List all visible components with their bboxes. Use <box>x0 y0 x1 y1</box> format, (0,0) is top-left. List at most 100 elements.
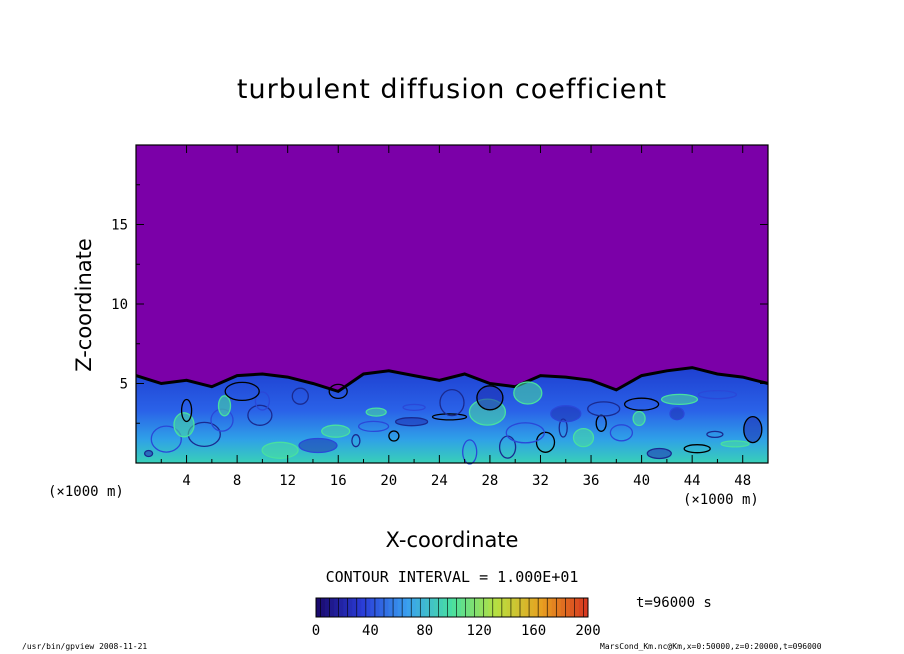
colorbar-band <box>379 598 385 617</box>
colorbar-band <box>442 598 448 617</box>
eddy-contour <box>720 440 750 448</box>
eddy-contour <box>439 388 465 417</box>
y-axis-ticks: 5 10 15 <box>111 184 768 424</box>
x-tick-label: 24 <box>431 473 448 489</box>
eddy-contour <box>328 383 348 400</box>
eddy-contours <box>143 381 763 465</box>
colorbar-band <box>506 598 512 617</box>
colorbar-band <box>560 598 566 617</box>
y-tick-label: 10 <box>111 297 128 313</box>
eddy-contour <box>254 391 271 411</box>
colorbar-band <box>334 598 340 617</box>
y-tick-label: 15 <box>111 218 128 234</box>
colorbar-band <box>497 598 503 617</box>
x-tick-label: 36 <box>583 473 600 489</box>
eddy-contour <box>180 398 193 423</box>
eddy-contour <box>646 447 672 460</box>
eddy-contour <box>261 441 299 459</box>
eddy-contour <box>623 397 660 411</box>
x-tick-label: 44 <box>684 473 701 489</box>
x-unit-label-left: (×1000 m) <box>48 484 124 500</box>
colorbar-band <box>370 598 376 617</box>
colorbar-band <box>388 598 394 617</box>
colorbar-band <box>320 598 326 617</box>
colorbar-band <box>565 598 571 617</box>
colorbar-band <box>542 598 548 617</box>
colorbar-band <box>483 598 489 617</box>
colorbar-band <box>474 598 480 617</box>
eddy-contour <box>224 381 260 402</box>
colorbar-band <box>556 598 562 617</box>
colorbar-band <box>374 598 380 617</box>
eddy-contour <box>291 387 309 405</box>
eddy-contour <box>632 410 646 427</box>
eddy-contour <box>476 385 504 411</box>
colorbar-band <box>329 598 335 617</box>
eddy-contour <box>587 401 621 417</box>
colorbar-band <box>492 598 498 617</box>
colorbar-frame <box>315 597 589 618</box>
eddy-contour <box>609 424 634 442</box>
x-tick-label: 28 <box>481 473 498 489</box>
contour-interval-text: CONTOUR INTERVAL = 1.000E+01 <box>325 568 579 586</box>
colorbar-band <box>415 598 421 617</box>
colorbar-band <box>452 598 457 617</box>
colorbar-band <box>515 598 521 617</box>
x-tick-label: 32 <box>532 473 549 489</box>
eddy-contour <box>660 393 699 406</box>
colorbar-band <box>547 598 553 617</box>
colorbar-band <box>533 598 539 617</box>
colorbar-tick-label: 160 <box>521 623 546 639</box>
colorbar-band <box>397 598 403 617</box>
colorbar-band <box>488 598 494 617</box>
eddy-contour <box>669 407 685 421</box>
colorbar-band <box>438 598 444 617</box>
x-tick-label: 8 <box>233 473 241 489</box>
colorbar-band <box>352 598 358 617</box>
x-tick-label: 16 <box>330 473 347 489</box>
colorbar-band <box>529 598 534 617</box>
colorbar-band <box>343 598 349 617</box>
eddy-contour <box>402 403 426 412</box>
eddy-contour <box>513 381 543 405</box>
eddy-contour <box>505 422 545 444</box>
eddy-contour <box>247 404 273 426</box>
colorbar-band <box>411 598 417 617</box>
colorbar-band <box>325 598 330 617</box>
colorbar-tick-label: 0 <box>312 623 320 639</box>
colorbar-tick-label: 200 <box>575 623 600 639</box>
x-tick-label: 48 <box>734 473 751 489</box>
colorbar-band <box>406 598 412 617</box>
colorbar-band <box>433 598 439 617</box>
footer-right-text: MarsCond_Km.nc@Km,x=0:50000,z=0:20000,t=… <box>600 642 822 651</box>
eddy-contour <box>298 437 338 454</box>
colorbar-band <box>420 598 426 617</box>
colorbar-band <box>470 598 476 617</box>
colorbar-band <box>384 598 389 617</box>
eddy-contour <box>535 431 556 453</box>
x-tick-label: 40 <box>633 473 650 489</box>
colorbar-band <box>456 598 462 617</box>
footer-left-text: /usr/bin/gpview 2008-11-21 <box>22 642 148 651</box>
colorbar-band <box>347 598 353 617</box>
colorbar-band <box>538 598 544 617</box>
colorbar: 0 40 80 120 160 200 <box>312 597 601 639</box>
colorbar-band <box>520 598 525 617</box>
eddy-contour <box>217 395 232 417</box>
colorbar-band <box>365 598 371 617</box>
colorbar-band <box>551 598 557 617</box>
colorbar-band <box>465 598 471 617</box>
eddy-contour <box>743 415 763 444</box>
eddy-contour <box>388 430 400 442</box>
chart-title: turbulent diffusion coefficient <box>236 74 668 105</box>
x-axis-label: X-coordinate <box>385 528 519 552</box>
colorbar-band <box>316 598 321 617</box>
colorbar-band <box>583 598 589 617</box>
eddy-contour <box>431 413 468 421</box>
colorbar-band <box>356 598 362 617</box>
eddy-contour <box>683 444 711 454</box>
colorbar-band <box>402 598 408 617</box>
time-label: t=96000 s <box>636 595 712 611</box>
colorbar-band <box>510 598 516 617</box>
